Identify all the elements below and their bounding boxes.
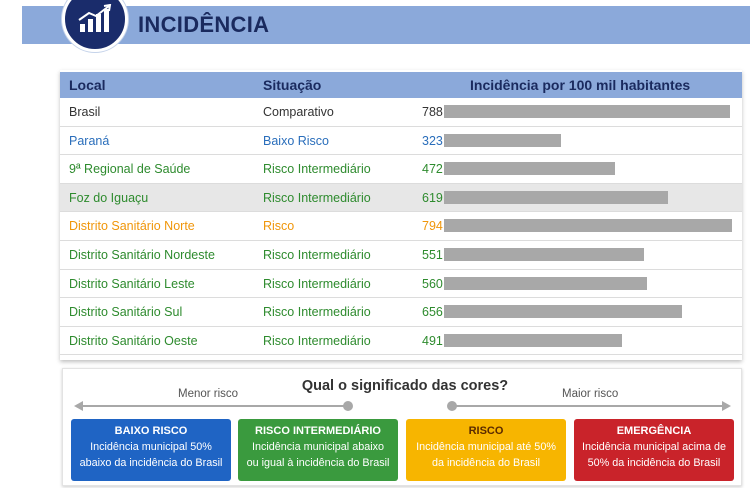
- incidence-bar: [444, 276, 647, 290]
- cell-local: Foz do Iguaçu: [69, 190, 149, 205]
- cell-local: Distrito Sanitário Leste: [69, 276, 195, 291]
- cell-situacao: Risco Intermediário: [263, 276, 371, 291]
- legend-box-title: BAIXO RISCO: [114, 425, 188, 437]
- cell-situacao: Baixo Risco: [263, 133, 329, 148]
- incidence-bar: [444, 248, 644, 261]
- incidence-bar: [444, 190, 669, 204]
- column-header-local: Local: [69, 77, 106, 93]
- cell-situacao: Risco Intermediário: [263, 305, 371, 320]
- legend-box-risco: RISCO Incidência municipal até 50% da in…: [406, 419, 566, 481]
- arrow-right-icon: [722, 401, 731, 411]
- incidence-bar: [444, 219, 732, 233]
- table-row: Brasil Comparativo 788: [60, 98, 742, 127]
- scale-line-left: [82, 405, 348, 407]
- legend-box-title: RISCO: [468, 425, 504, 437]
- cell-incidencia-value: 788: [422, 105, 443, 119]
- cell-situacao: Risco Intermediário: [263, 162, 371, 177]
- scale-dot-left: [343, 401, 353, 411]
- cell-local: Brasil: [69, 105, 101, 119]
- incidence-bar: [444, 105, 730, 118]
- table-row: Foz do Iguaçu Risco Intermediário 619: [60, 183, 742, 213]
- incidence-bar: [444, 133, 562, 147]
- legend-box-title: RISCO INTERMEDIÁRIO: [255, 425, 381, 437]
- cell-incidencia-value: 560: [422, 276, 443, 291]
- menor-risco-label: Menor risco: [178, 388, 239, 400]
- legend-box-desc-line2: abaixo da incidência do Brasil: [79, 457, 223, 469]
- cell-situacao: Risco Intermediário: [263, 190, 371, 205]
- cell-incidencia-value: 491: [422, 333, 443, 348]
- cell-situacao: Risco Intermediário: [263, 248, 371, 262]
- table-row: 9ª Regional de Saúde Risco Intermediário 4…: [60, 155, 742, 184]
- cell-incidencia-value: 551: [422, 248, 443, 262]
- column-header-incidencia: Incidência por 100 mil habitantes: [470, 77, 691, 93]
- legend-box-desc-line2: da incidência do Brasil: [431, 457, 541, 469]
- table-row: Distrito Sanitário Norte Risco 794: [60, 212, 742, 241]
- arrow-left-icon: [74, 401, 83, 411]
- incidence-bar: [444, 333, 622, 347]
- legend-box-desc-line1: Incidência municipal acima de: [581, 441, 727, 453]
- cell-incidencia-value: 619: [422, 190, 443, 205]
- cell-situacao: Risco: [263, 219, 295, 234]
- incidence-bar: [444, 162, 616, 176]
- table-row: Distrito Sanitário Sul Risco Intermediári…: [60, 298, 742, 327]
- legend-box-desc-line1: Incidência municipal abaixo: [251, 441, 385, 453]
- legend-box-desc-line1: Incidência municipal até 50%: [416, 441, 556, 453]
- table-row: Distrito Sanitário Oeste Risco Intermediá…: [60, 327, 742, 356]
- cell-incidencia-value: 794: [422, 219, 443, 234]
- column-header-situacao: Situação: [263, 77, 322, 93]
- table-row: Distrito Sanitário Leste Risco Intermediá…: [60, 270, 742, 299]
- maior-risco-label: Maior risco: [562, 388, 619, 400]
- cell-local: Distrito Sanitário Norte: [69, 219, 195, 234]
- legend-question: Qual o significado das cores?: [301, 378, 509, 394]
- cell-incidencia-value: 472: [422, 162, 443, 177]
- cell-situacao: Comparativo: [263, 105, 334, 119]
- legend-box-risco-intermediario: RISCO INTERMEDIÁRIO Incidência municipal…: [238, 419, 398, 481]
- cell-situacao: Risco Intermediário: [263, 333, 371, 348]
- cell-local: 9ª Regional de Saúde: [69, 162, 191, 177]
- table-header: Local Situação Incidência por 100 mil ha…: [60, 72, 742, 98]
- cell-incidencia-value: 323: [422, 133, 443, 148]
- table-row: Distrito Sanitário Nordeste Risco Interme…: [60, 241, 742, 270]
- scale-line-right: [452, 405, 724, 407]
- page-title: INCIDÊNCIA: [138, 12, 270, 37]
- legend-box-title: EMERGÊNCIA: [616, 425, 692, 437]
- cell-local: Distrito Sanitário Oeste: [69, 333, 198, 348]
- legend-box-emergencia: EMERGÊNCIA Incidência municipal acima de…: [574, 419, 734, 481]
- legend-box-baixo-risco: BAIXO RISCO Incidência municipal 50% aba…: [71, 419, 231, 481]
- cell-local: Paraná: [69, 133, 110, 148]
- header-bar: [22, 6, 750, 44]
- legend-box-desc-line2: ou igual à incidência do Brasil: [246, 457, 390, 469]
- legend-box-desc-line2: 50% da incidência do Brasil: [587, 457, 721, 469]
- bar-chart-trend-icon: [62, 0, 128, 52]
- table-row: Paraná Baixo Risco 323: [60, 127, 742, 156]
- cell-incidencia-value: 656: [422, 305, 443, 320]
- legend-box-desc-line1: Incidência municipal 50%: [90, 441, 212, 453]
- cell-local: Distrito Sanitário Sul: [69, 305, 183, 320]
- incidence-bar: [444, 305, 682, 319]
- cell-local: Distrito Sanitário Nordeste: [69, 248, 215, 262]
- incidence-table: Local Situação Incidência por 100 mil ha…: [60, 70, 742, 360]
